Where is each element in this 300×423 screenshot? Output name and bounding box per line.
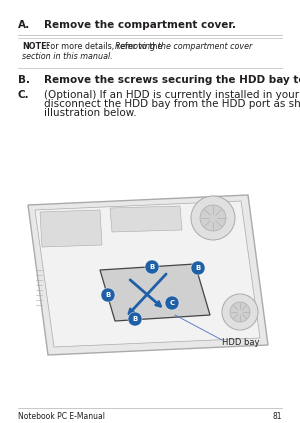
- Circle shape: [191, 261, 205, 275]
- Text: Removing the compartment cover: Removing the compartment cover: [115, 42, 252, 51]
- Polygon shape: [40, 210, 102, 247]
- Polygon shape: [28, 195, 268, 355]
- Text: illustration below.: illustration below.: [44, 108, 136, 118]
- Text: NOTE:: NOTE:: [22, 42, 50, 51]
- Circle shape: [230, 302, 250, 322]
- Text: B: B: [195, 265, 201, 271]
- Text: C: C: [169, 300, 175, 306]
- Circle shape: [101, 288, 115, 302]
- Circle shape: [200, 205, 226, 231]
- Text: B: B: [149, 264, 154, 270]
- Text: Remove the compartment cover.: Remove the compartment cover.: [44, 20, 236, 30]
- Text: (Optional) If an HDD is currently installed in your Notebook PC,: (Optional) If an HDD is currently instal…: [44, 90, 300, 100]
- Text: B: B: [105, 292, 111, 298]
- Text: disconnect the HDD bay from the HDD port as shown in the: disconnect the HDD bay from the HDD port…: [44, 99, 300, 109]
- Circle shape: [145, 260, 159, 274]
- Text: A.: A.: [18, 20, 30, 30]
- Text: HDD bay: HDD bay: [222, 338, 260, 347]
- Text: 81: 81: [272, 412, 282, 421]
- Circle shape: [165, 296, 179, 310]
- Text: B.: B.: [18, 75, 30, 85]
- Text: Remove the screws securing the HDD bay to the compartment.: Remove the screws securing the HDD bay t…: [44, 75, 300, 85]
- Polygon shape: [100, 264, 210, 321]
- Circle shape: [222, 294, 258, 330]
- Polygon shape: [35, 201, 260, 347]
- Text: C.: C.: [18, 90, 30, 100]
- Text: Notebook PC E-Manual: Notebook PC E-Manual: [18, 412, 105, 421]
- Circle shape: [128, 312, 142, 326]
- Text: section in this manual.: section in this manual.: [22, 52, 113, 61]
- Polygon shape: [110, 206, 182, 232]
- Circle shape: [191, 196, 235, 240]
- Text: B: B: [132, 316, 138, 322]
- Text: For more details, refer to the: For more details, refer to the: [46, 42, 165, 51]
